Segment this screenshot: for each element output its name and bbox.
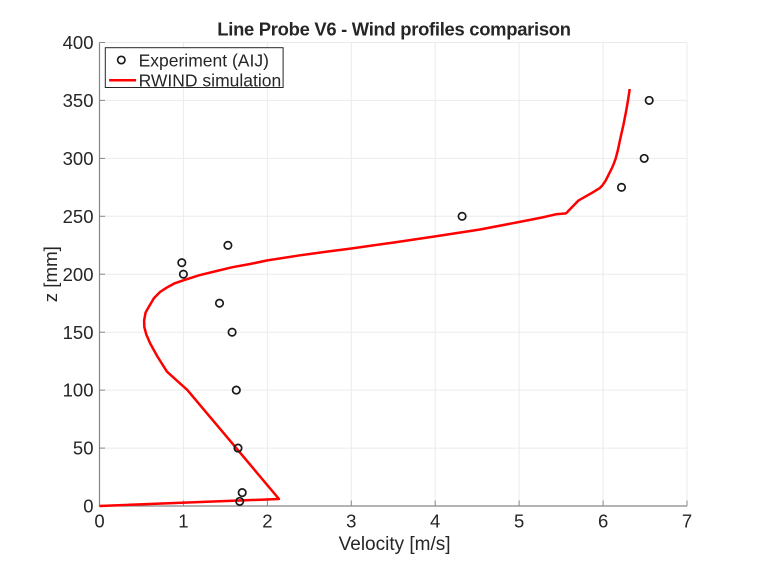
svg-text:400: 400 xyxy=(63,32,94,53)
svg-text:Experiment (AIJ): Experiment (AIJ) xyxy=(139,50,269,70)
svg-text:100: 100 xyxy=(63,380,94,401)
svg-text:Velocity [m/s]: Velocity [m/s] xyxy=(339,534,451,555)
svg-text:3: 3 xyxy=(346,511,356,532)
svg-text:z [mm]: z [mm] xyxy=(40,246,61,302)
svg-text:0: 0 xyxy=(94,511,104,532)
svg-text:4: 4 xyxy=(430,511,440,532)
svg-text:5: 5 xyxy=(514,511,524,532)
svg-text:150: 150 xyxy=(63,322,94,343)
svg-text:350: 350 xyxy=(63,90,94,111)
svg-text:Line Probe V6 - Wind profiles: Line Probe V6 - Wind profiles comparison xyxy=(217,19,570,40)
svg-text:50: 50 xyxy=(73,438,94,459)
svg-text:7: 7 xyxy=(682,511,692,532)
svg-text:2: 2 xyxy=(262,511,272,532)
svg-text:250: 250 xyxy=(63,206,94,227)
svg-text:RWIND simulation: RWIND simulation xyxy=(139,71,282,91)
svg-text:200: 200 xyxy=(63,264,94,285)
svg-text:300: 300 xyxy=(63,148,94,169)
svg-text:6: 6 xyxy=(598,511,608,532)
svg-text:1: 1 xyxy=(178,511,188,532)
svg-text:0: 0 xyxy=(83,496,93,517)
